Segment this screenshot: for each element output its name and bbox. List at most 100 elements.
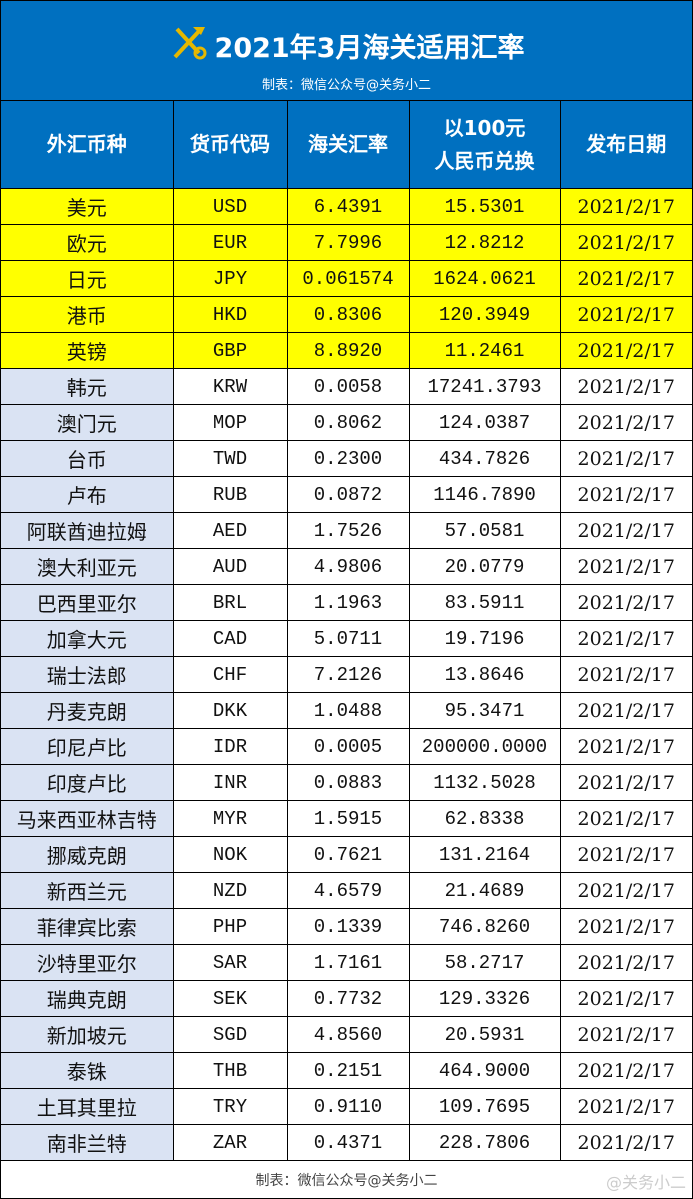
table-row: 澳门元 MOP 0.8062 124.0387 2021/2/17	[1, 404, 692, 441]
rate-table: 外汇币种 货币代码 海关汇率 以100元 人民币兑换 发布日期 美元 USD 6.4…	[1, 101, 692, 1161]
currency-code: DKK	[172, 692, 288, 729]
per-100-cny: 83.5911	[408, 584, 561, 621]
footer: 制表：微信公众号@关务小二 @关务小二	[1, 1161, 692, 1199]
currency-code: THB	[172, 1052, 288, 1089]
currency-code: AED	[172, 512, 288, 549]
currency-name: 菲律宾比索	[1, 908, 174, 945]
table-row: 印尼卢比 IDR 0.0005 200000.0000 2021/2/17	[1, 728, 692, 765]
per-100-cny: 1146.7890	[408, 476, 561, 513]
currency-name: 马来西亚林吉特	[1, 800, 174, 837]
currency-code: HKD	[172, 296, 288, 333]
table-row: 英镑 GBP 8.8920 11.2461 2021/2/17	[1, 332, 692, 369]
per-100-cny: 129.3326	[408, 980, 561, 1017]
table-row: 加拿大元 CAD 5.0711 19.7196 2021/2/17	[1, 620, 692, 657]
currency-name: 挪威克朗	[1, 836, 174, 873]
per-100-cny: 124.0387	[408, 404, 561, 441]
currency-code: EUR	[172, 224, 288, 261]
currency-name: 港币	[1, 296, 174, 333]
currency-name: 澳门元	[1, 404, 174, 441]
publish-date: 2021/2/17	[559, 476, 692, 513]
currency-code: MOP	[172, 404, 288, 441]
currency-name: 印尼卢比	[1, 728, 174, 765]
customs-rate: 0.2151	[286, 1052, 410, 1089]
customs-rate: 0.9110	[286, 1088, 410, 1125]
currency-code: NOK	[172, 836, 288, 873]
customs-rate: 4.9806	[286, 548, 410, 585]
currency-code: GBP	[172, 332, 288, 369]
publish-date: 2021/2/17	[559, 260, 692, 297]
table-row: 沙特里亚尔 SAR 1.7161 58.2717 2021/2/17	[1, 944, 692, 981]
table-row: 印度卢比 INR 0.0883 1132.5028 2021/2/17	[1, 764, 692, 801]
per-100-cny: 20.5931	[408, 1016, 561, 1053]
per-100-cny: 58.2717	[408, 944, 561, 981]
currency-code: BRL	[172, 584, 288, 621]
table-row: 南非兰特 ZAR 0.4371 228.7806 2021/2/17	[1, 1124, 692, 1161]
col-code: 货币代码	[172, 101, 288, 189]
per-100-cny: 120.3949	[408, 296, 561, 333]
publish-date: 2021/2/17	[559, 548, 692, 585]
per-100-cny: 109.7695	[408, 1088, 561, 1125]
publish-date: 2021/2/17	[559, 1088, 692, 1125]
table-row: 卢布 RUB 0.0872 1146.7890 2021/2/17	[1, 476, 692, 513]
footer-text: 制表：微信公众号@关务小二	[255, 1173, 438, 1189]
publish-date: 2021/2/17	[559, 440, 692, 477]
table-row: 菲律宾比索 PHP 0.1339 746.8260 2021/2/17	[1, 908, 692, 945]
currency-name: 沙特里亚尔	[1, 944, 174, 981]
per-100-cny: 15.5301	[408, 188, 561, 225]
table-row: 美元 USD 6.4391 15.5301 2021/2/17	[1, 188, 692, 225]
currency-name: 瑞士法郎	[1, 656, 174, 693]
per-100-cny: 62.8338	[408, 800, 561, 837]
customs-rate: 7.7996	[286, 224, 410, 261]
currency-name: 新西兰元	[1, 872, 174, 909]
currency-name: 瑞典克朗	[1, 980, 174, 1017]
customs-rate: 0.8306	[286, 296, 410, 333]
per-100-cny: 434.7826	[408, 440, 561, 477]
col-currency: 外汇币种	[1, 101, 174, 189]
per-100-cny: 13.8646	[408, 656, 561, 693]
currency-name: 丹麦克朗	[1, 692, 174, 729]
publish-date: 2021/2/17	[559, 764, 692, 801]
customs-rate: 6.4391	[286, 188, 410, 225]
customs-rate: 0.061574	[286, 260, 410, 297]
currency-code: NZD	[172, 872, 288, 909]
currency-code: MYR	[172, 800, 288, 837]
customs-rate: 0.0058	[286, 368, 410, 405]
table-header-row: 外汇币种 货币代码 海关汇率 以100元 人民币兑换 发布日期	[1, 101, 692, 189]
currency-code: ZAR	[172, 1124, 288, 1161]
currency-code: RUB	[172, 476, 288, 513]
publish-date: 2021/2/17	[559, 800, 692, 837]
customs-rate: 0.7732	[286, 980, 410, 1017]
publish-date: 2021/2/17	[559, 512, 692, 549]
currency-code: SGD	[172, 1016, 288, 1053]
publish-date: 2021/2/17	[559, 872, 692, 909]
customs-emblem-icon	[169, 23, 209, 68]
customs-rate: 8.8920	[286, 332, 410, 369]
currency-code: SAR	[172, 944, 288, 981]
publish-date: 2021/2/17	[559, 1124, 692, 1161]
currency-name: 加拿大元	[1, 620, 174, 657]
currency-name: 巴西里亚尔	[1, 584, 174, 621]
currency-code: SEK	[172, 980, 288, 1017]
customs-rate: 7.2126	[286, 656, 410, 693]
customs-rate: 1.7161	[286, 944, 410, 981]
customs-rate: 0.0872	[286, 476, 410, 513]
customs-rate: 0.7621	[286, 836, 410, 873]
table-row: 新西兰元 NZD 4.6579 21.4689 2021/2/17	[1, 872, 692, 909]
currency-code: AUD	[172, 548, 288, 585]
currency-name: 卢布	[1, 476, 174, 513]
currency-name: 印度卢比	[1, 764, 174, 801]
table-row: 台币 TWD 0.2300 434.7826 2021/2/17	[1, 440, 692, 477]
table-row: 土耳其里拉 TRY 0.9110 109.7695 2021/2/17	[1, 1088, 692, 1125]
publish-date: 2021/2/17	[559, 836, 692, 873]
table-row: 挪威克朗 NOK 0.7621 131.2164 2021/2/17	[1, 836, 692, 873]
watermark: @关务小二	[605, 1173, 686, 1192]
currency-code: JPY	[172, 260, 288, 297]
table-row: 阿联酋迪拉姆 AED 1.7526 57.0581 2021/2/17	[1, 512, 692, 549]
customs-rate: 0.0005	[286, 728, 410, 765]
currency-name: 新加坡元	[1, 1016, 174, 1053]
per-100-cny: 95.3471	[408, 692, 561, 729]
per-100-cny: 228.7806	[408, 1124, 561, 1161]
currency-name: 澳大利亚元	[1, 548, 174, 585]
customs-rate: 5.0711	[286, 620, 410, 657]
currency-name: 欧元	[1, 224, 174, 261]
